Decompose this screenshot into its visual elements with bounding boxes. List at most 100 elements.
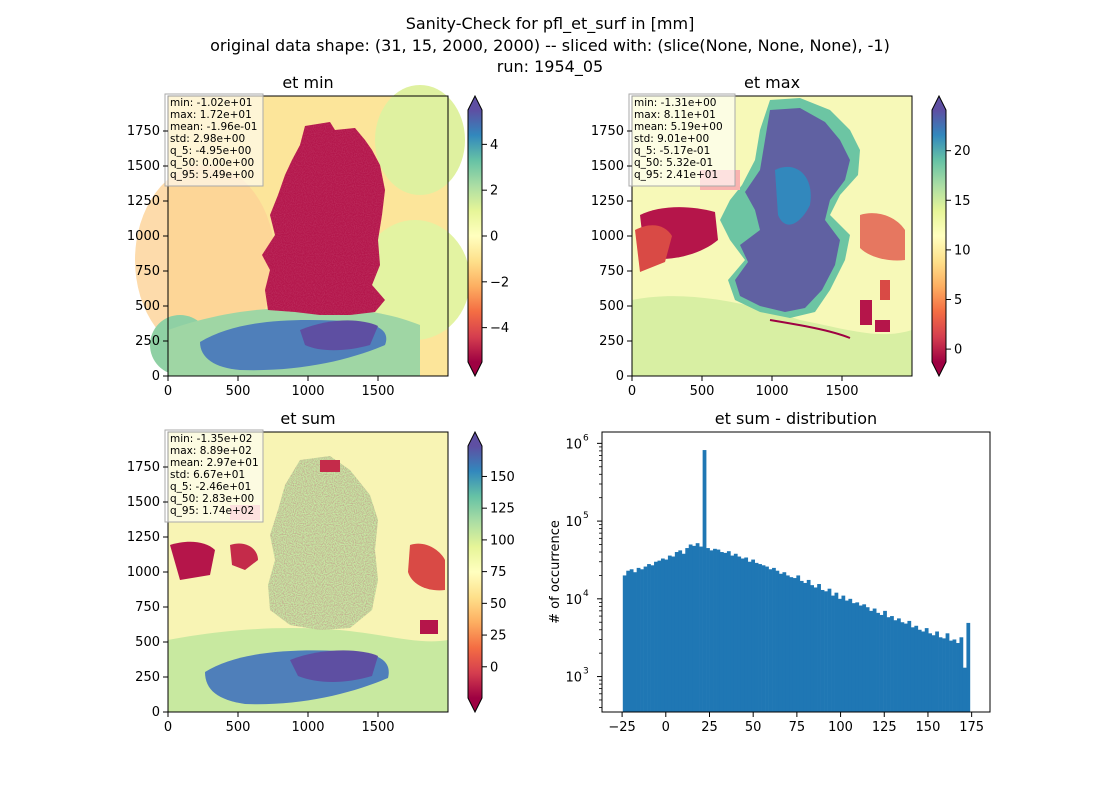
histogram-bar (657, 560, 662, 712)
x-tick-label: 0 (662, 720, 670, 735)
stat-line: q_95: 2.41e+01 (634, 169, 718, 181)
figure-title-line-2: original data shape: (31, 15, 2000, 2000… (210, 36, 890, 55)
histogram-bar (650, 565, 655, 712)
y-tick-label: 1750 (127, 460, 160, 475)
histogram-bar (869, 610, 874, 712)
y-tick-label: 750 (135, 264, 160, 279)
x-tick-label: 75 (789, 720, 806, 735)
histogram-bar (855, 602, 860, 712)
histogram-bar (966, 622, 971, 712)
histogram-bar (900, 622, 905, 712)
histogram-bar (709, 550, 714, 712)
histogram-bar (834, 592, 839, 712)
y-tick-label: 1500 (127, 159, 160, 174)
x-axis-ticks: −25 0 25 50 75 100 125 150 175 (608, 712, 984, 735)
histogram-bar (945, 633, 950, 712)
histogram-bar (761, 565, 766, 712)
x-tick-label: 50 (745, 720, 762, 735)
y-tick-label: 0 (616, 369, 624, 384)
histogram-bar (678, 550, 683, 712)
stat-line: min: -1.02e+01 (170, 97, 252, 109)
stat-line: max: 8.89e+02 (170, 445, 252, 457)
colorbar-tick-label: 100 (490, 533, 515, 548)
y-tick-label: 1250 (127, 530, 160, 545)
y-axis-ticks: 0 250 500 750 1000 1250 1500 1750 (127, 460, 168, 720)
stat-line: q_50: 0.00e+00 (170, 157, 254, 169)
histogram-bar (921, 631, 926, 712)
histogram-bar (702, 450, 707, 712)
y-tick-label: 10 (565, 437, 582, 452)
histogram-bar (942, 638, 946, 712)
histogram-bar (803, 582, 808, 712)
histogram-bar (789, 577, 794, 712)
y-tick-exponent: 4 (583, 589, 589, 599)
stat-line: max: 8.11e+01 (634, 109, 716, 121)
stats-box: min: -1.02e+01 max: 1.72e+01 mean: -1.96… (164, 93, 264, 187)
y-axis-label: # of occurrence (548, 520, 563, 624)
histogram-bar (851, 603, 856, 712)
y-tick-label: 10 (565, 593, 582, 608)
histogram-bar (924, 628, 929, 712)
colorbar-tick-label: 20 (954, 144, 971, 159)
histogram-bar (897, 618, 901, 712)
histogram-bar (730, 555, 735, 712)
stat-line: min: -1.31e+00 (634, 97, 716, 109)
y-tick-label: 500 (135, 635, 160, 650)
x-tick-label: 0 (628, 384, 636, 399)
stat-line: mean: -1.96e-01 (170, 121, 257, 133)
colorbar-tick-label: 0 (490, 230, 498, 245)
x-tick-label: 1500 (361, 720, 394, 735)
histogram-bar (685, 548, 690, 712)
histogram-bar (831, 595, 835, 712)
y-tick-label: 10 (565, 671, 582, 686)
histogram-bar (754, 562, 759, 712)
histogram-bar (792, 578, 797, 712)
histogram-bar (785, 575, 790, 712)
x-tick-label: 0 (164, 384, 172, 399)
y-axis-ticks: 0 250 500 750 1000 1250 1500 1750 (127, 124, 168, 384)
histogram-bar (827, 588, 832, 712)
histogram-bar (810, 585, 814, 712)
histogram-bar (865, 607, 870, 712)
y-tick-label: 1250 (127, 194, 160, 209)
colorbar-tick-label: 50 (490, 597, 507, 612)
y-tick-exponent: 6 (583, 433, 589, 443)
y-tick-label: 250 (135, 334, 160, 349)
histogram-bar (747, 561, 752, 712)
histogram-bar (914, 625, 919, 712)
histogram-bar (813, 587, 818, 712)
x-tick-label: 1500 (361, 384, 394, 399)
colorbar-tick-label: 25 (490, 629, 507, 644)
figure-title-line-3: run: 1954_05 (497, 57, 603, 77)
histogram-bar (768, 569, 773, 712)
stat-line: q_95: 1.74e+02 (170, 505, 254, 517)
histogram-bar (778, 573, 783, 712)
y-tick-label: 1500 (127, 495, 160, 510)
x-axis-ticks: 0 500 1000 1500 (164, 376, 395, 399)
colorbar-tick-label: 125 (490, 502, 515, 517)
histogram-bar (765, 566, 769, 712)
histogram-bar (744, 557, 749, 712)
colorbar-tick-label: 150 (490, 470, 515, 485)
x-tick-label: 175 (959, 720, 984, 735)
histogram-bar (890, 616, 894, 712)
histogram-bar (740, 558, 745, 712)
histogram-bar (917, 629, 922, 712)
stat-line: std: 2.98e+00 (170, 133, 245, 145)
histogram-bar (629, 569, 634, 712)
histogram-bar (681, 553, 686, 712)
histogram-bar (664, 559, 669, 712)
x-tick-label: 125 (872, 720, 897, 735)
histogram-bar (796, 575, 801, 712)
stat-line: std: 6.67e+01 (170, 469, 245, 481)
histogram-bar (782, 572, 787, 712)
y-tick-label: 1750 (591, 124, 624, 139)
histogram-bar (903, 623, 908, 712)
histogram-bar (733, 553, 738, 712)
x-tick-label: 0 (164, 720, 172, 735)
histogram-bar (716, 549, 721, 712)
histogram-bar (952, 639, 957, 712)
colorbar-tick-label: 2 (490, 184, 498, 199)
histogram-bar (695, 543, 700, 712)
